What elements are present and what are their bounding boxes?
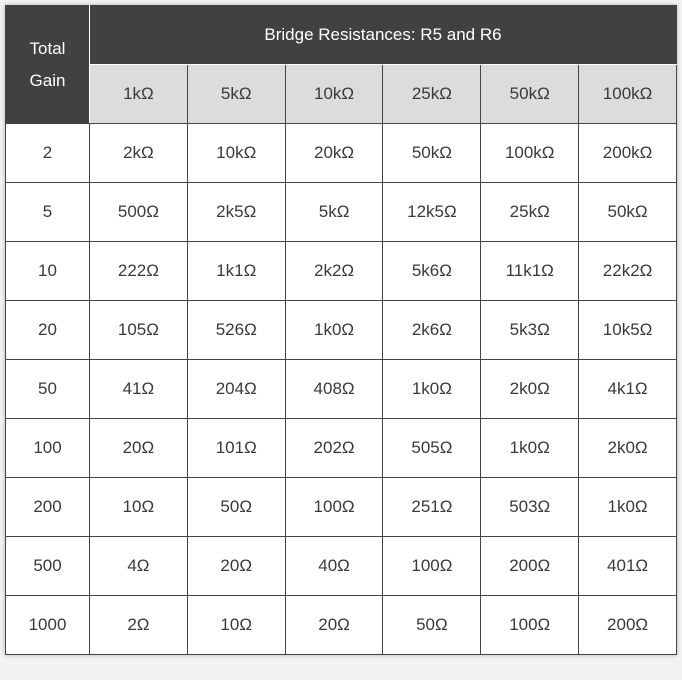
resistance-cell: 2kΩ <box>89 123 188 183</box>
column-header-4: 50kΩ <box>480 64 580 124</box>
resistance-cell: 5k3Ω <box>480 300 580 360</box>
gain-cell: 20 <box>5 300 90 360</box>
resistance-cell: 105Ω <box>89 300 188 360</box>
resistance-cell: 1k0Ω <box>284 300 384 360</box>
resistance-cell: 202Ω <box>284 418 384 478</box>
gain-resistance-table-container: Total Gain Bridge Resistances: R5 and R6… <box>5 5 677 655</box>
resistance-cell: 100kΩ <box>480 123 580 183</box>
resistance-cell: 101Ω <box>186 418 286 478</box>
resistance-cell: 408Ω <box>284 359 384 419</box>
resistance-cell: 5kΩ <box>284 182 384 242</box>
resistance-cell: 2k5Ω <box>186 182 286 242</box>
resistance-cell: 1k0Ω <box>480 418 580 478</box>
table-row: 20 105Ω 526Ω 1k0Ω 2k6Ω 5k3Ω 10k5Ω <box>5 300 677 360</box>
table-row: 5 500Ω 2k5Ω 5kΩ 12k5Ω 25kΩ 50kΩ <box>5 182 677 242</box>
resistance-cell: 2k6Ω <box>382 300 482 360</box>
gain-cell: 100 <box>5 418 90 478</box>
resistance-cell: 10kΩ <box>186 123 286 183</box>
resistance-cell: 200Ω <box>480 536 580 596</box>
resistance-cell: 503Ω <box>480 477 580 537</box>
resistance-cell: 1k1Ω <box>186 241 286 301</box>
resistance-cell: 40Ω <box>284 536 384 596</box>
table-row: 500 4Ω 20Ω 40Ω 100Ω 200Ω 401Ω <box>5 536 677 596</box>
resistance-cell: 20Ω <box>284 595 384 655</box>
resistance-cell: 12k5Ω <box>382 182 482 242</box>
column-header-2: 10kΩ <box>284 64 384 124</box>
gain-cell: 5 <box>5 182 90 242</box>
table-row: 50 41Ω 204Ω 408Ω 1k0Ω 2k0Ω 4k1Ω <box>5 359 677 419</box>
gain-resistance-table: Total Gain Bridge Resistances: R5 and R6… <box>5 5 677 655</box>
table-row: 10 222Ω 1k1Ω 2k2Ω 5k6Ω 11k1Ω 22k2Ω <box>5 241 677 301</box>
resistance-cell: 20Ω <box>186 536 286 596</box>
resistance-cell: 11k1Ω <box>480 241 580 301</box>
gain-cell: 50 <box>5 359 90 419</box>
resistance-cell: 222Ω <box>89 241 188 301</box>
column-header-1: 5kΩ <box>186 64 286 124</box>
table-row: 2 2kΩ 10kΩ 20kΩ 50kΩ 100kΩ 200kΩ <box>5 123 677 183</box>
resistance-cell: 401Ω <box>578 536 677 596</box>
resistance-cell: 200kΩ <box>578 123 677 183</box>
resistance-cell: 50kΩ <box>578 182 677 242</box>
resistance-cell: 10Ω <box>89 477 188 537</box>
table-row: 1000 2Ω 10Ω 20Ω 50Ω 100Ω 200Ω <box>5 595 677 655</box>
bridge-resistances-header: Bridge Resistances: R5 and R6 <box>89 5 677 65</box>
header-row: Total Gain Bridge Resistances: R5 and R6 <box>5 5 677 124</box>
resistance-cell: 4Ω <box>89 536 188 596</box>
resistance-cell: 10Ω <box>186 595 286 655</box>
resistance-cell: 526Ω <box>186 300 286 360</box>
resistance-cell: 200Ω <box>578 595 677 655</box>
column-header-0: 1kΩ <box>89 64 188 124</box>
resistance-cell: 500Ω <box>89 182 188 242</box>
column-header-3: 25kΩ <box>382 64 482 124</box>
resistance-cell: 22k2Ω <box>578 241 677 301</box>
resistance-cell: 251Ω <box>382 477 482 537</box>
resistance-cell: 50Ω <box>186 477 286 537</box>
resistance-cell: 20Ω <box>89 418 188 478</box>
resistance-cell: 1k0Ω <box>578 477 677 537</box>
gain-cell: 500 <box>5 536 90 596</box>
resistance-cell: 1k0Ω <box>382 359 482 419</box>
resistance-cell: 10k5Ω <box>578 300 677 360</box>
gain-cell: 10 <box>5 241 90 301</box>
resistance-cell: 5k6Ω <box>382 241 482 301</box>
resistance-cell: 4k1Ω <box>578 359 677 419</box>
resistance-cell: 204Ω <box>186 359 286 419</box>
resistance-cell: 2k0Ω <box>578 418 677 478</box>
resistance-cell: 50kΩ <box>382 123 482 183</box>
resistance-cell: 100Ω <box>382 536 482 596</box>
resistance-cell: 100Ω <box>284 477 384 537</box>
resistance-cell: 505Ω <box>382 418 482 478</box>
resistance-cell: 100Ω <box>480 595 580 655</box>
resistance-cell: 41Ω <box>89 359 188 419</box>
gain-cell: 2 <box>5 123 90 183</box>
resistance-cell: 20kΩ <box>284 123 384 183</box>
resistance-cell: 2Ω <box>89 595 188 655</box>
total-gain-header: Total Gain <box>5 5 90 124</box>
table-row: 200 10Ω 50Ω 100Ω 251Ω 503Ω 1k0Ω <box>5 477 677 537</box>
column-header-5: 100kΩ <box>578 64 677 124</box>
gain-cell: 200 <box>5 477 90 537</box>
table-row: 100 20Ω 101Ω 202Ω 505Ω 1k0Ω 2k0Ω <box>5 418 677 478</box>
subheader-row: 1kΩ 5kΩ 10kΩ 25kΩ 50kΩ 100kΩ <box>6 64 677 124</box>
gain-cell: 1000 <box>5 595 90 655</box>
resistance-cell: 50Ω <box>382 595 482 655</box>
resistance-cell: 25kΩ <box>480 182 580 242</box>
resistance-cell: 2k2Ω <box>284 241 384 301</box>
resistance-cell: 2k0Ω <box>480 359 580 419</box>
